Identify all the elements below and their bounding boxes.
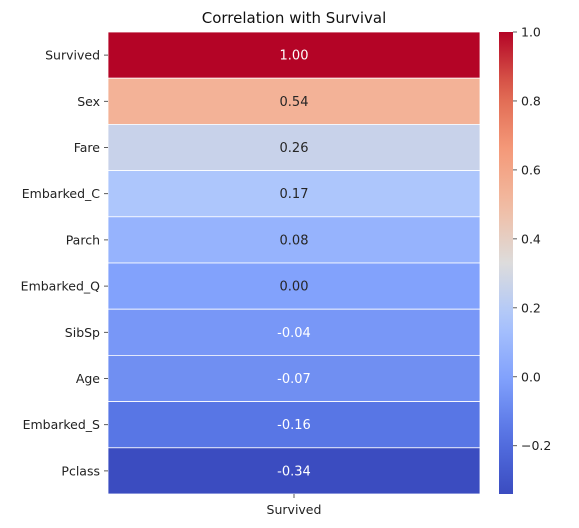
heatmap-cell: [107, 31, 481, 79]
cell-value-label: 0.00: [280, 280, 309, 295]
colorbar-tick-label: 0.6: [521, 162, 541, 177]
row-label: Fare: [74, 140, 101, 155]
cell-value-label: -0.04: [277, 326, 311, 341]
column-label: Survived: [267, 502, 322, 517]
cell-value-label: 0.26: [280, 141, 309, 156]
column-labels: Survived: [267, 494, 322, 517]
cell-value-label: 0.17: [280, 187, 309, 202]
colorbar: −0.2 0.0 0.2 0.4 0.6 0.8 1.0: [499, 25, 551, 494]
heatmap-cells: 1.00 0.54 0.26 0.17 0.08 0.00 -0.04 -0.07 -0.16 -…: [107, 31, 481, 495]
row-label: Parch: [66, 232, 100, 247]
heatmap-cell: [107, 124, 481, 172]
cell-value-label: -0.07: [277, 372, 311, 387]
row-label: Embarked_C: [22, 186, 100, 201]
heatmap-cell: [107, 77, 481, 125]
colorbar-tick-label: 0.2: [521, 300, 541, 315]
row-label: Embarked_Q: [21, 279, 100, 294]
row-label: Age: [76, 371, 100, 386]
cell-value-label: 1.00: [280, 49, 309, 64]
row-label: SibSp: [65, 325, 100, 340]
cell-value-label: -0.16: [277, 418, 311, 433]
colorbar-tick-label: 0.0: [521, 369, 541, 384]
cell-value-label: -0.34: [277, 464, 311, 479]
colorbar-tick-label: 0.4: [521, 231, 541, 246]
colorbar-tick-label: 0.8: [521, 93, 541, 108]
heatmap-cell: [107, 170, 481, 218]
cell-value-label: 0.54: [280, 95, 309, 110]
heatmap-cell: [107, 262, 481, 310]
heatmap-cell: [107, 447, 481, 495]
colorbar-gradient: [499, 32, 513, 494]
row-label: Survived: [45, 48, 100, 63]
colorbar-tick-label: −0.2: [521, 438, 551, 453]
cell-value-label: 0.08: [280, 233, 309, 248]
chart-title: Correlation with Survival: [202, 9, 387, 27]
row-label: Embarked_S: [23, 417, 100, 432]
row-labels: Survived Sex Fare Embarked_C Parch Embarked_Q…: [21, 48, 108, 478]
row-label: Pclass: [61, 463, 100, 478]
heatmap-cell: [107, 354, 481, 402]
row-label: Sex: [77, 94, 100, 109]
heatmap-cell: [107, 216, 481, 264]
colorbar-tick-label: 1.0: [521, 25, 541, 40]
